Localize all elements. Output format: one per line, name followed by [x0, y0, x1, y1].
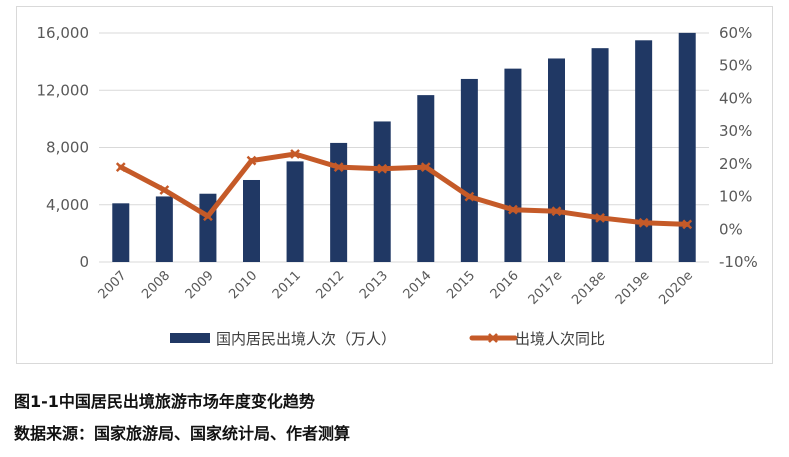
bar [591, 48, 609, 262]
bar [504, 68, 522, 262]
right-tick-label: 60% [719, 24, 752, 42]
line-point [203, 211, 213, 222]
bar [112, 203, 130, 262]
bar [548, 58, 565, 262]
legend-label-bar: 国内居民出境人次（万人） [216, 330, 396, 348]
line-point [508, 204, 518, 215]
left-axis-ticks: 0 4,000 8,000 12,000 16,000 [37, 24, 90, 271]
line-path [118, 151, 690, 227]
chart-frame: 0 4,000 8,000 12,000 16,000 -10% 0% 10% 20% 30% 4… [16, 6, 773, 364]
line-point [682, 219, 693, 230]
x-tick-label: 2014 [401, 268, 435, 302]
right-tick-label: 30% [719, 122, 752, 140]
x-tick-label: 2017e [526, 268, 566, 308]
grid-lines [99, 32, 709, 263]
right-tick-label: -10% [719, 253, 758, 271]
line-point [115, 162, 126, 173]
legend: 国内居民出境人次（万人） 出境人次同比 [170, 330, 605, 348]
bar [330, 142, 348, 262]
left-tick-label: 0 [79, 253, 89, 271]
line-point [159, 185, 170, 195]
bar [243, 179, 260, 262]
right-axis-ticks: -10% 0% 10% 20% 30% 40% 50% 60% [719, 24, 758, 271]
line-point [333, 162, 344, 173]
line-series [115, 149, 693, 230]
x-tick-label: 2016 [488, 268, 522, 302]
bar [373, 121, 391, 262]
bar [199, 193, 217, 262]
right-tick-label: 20% [719, 155, 752, 173]
left-tick-label: 4,000 [46, 196, 89, 214]
x-tick-label: 2018e [569, 268, 609, 308]
right-tick-label: 50% [719, 57, 752, 75]
bar [678, 32, 696, 262]
line-point [464, 191, 475, 202]
x-tick-label: 2010 [226, 268, 260, 302]
right-tick-label: 0% [719, 220, 743, 238]
bar [460, 78, 478, 263]
right-tick-label: 40% [719, 89, 752, 107]
figure-source: 数据来源：国家旅游局、国家统计局、作者测算 [14, 424, 351, 443]
line-point [246, 155, 257, 166]
figure-title: 图1-1中国居民出境旅游市场年度变化趋势 [14, 392, 315, 411]
line-point [290, 149, 300, 159]
left-tick-label: 16,000 [37, 24, 90, 42]
line-point [595, 212, 605, 223]
x-tick-label: 2013 [357, 268, 391, 302]
x-tick-label: 2009 [183, 268, 217, 302]
x-tick-label: 2019e [613, 268, 653, 308]
left-tick-label: 12,000 [37, 81, 90, 99]
line-point [420, 162, 431, 173]
x-tick-label: 2011 [270, 268, 304, 302]
bar [635, 40, 653, 262]
x-axis: 2007 2008 2009 2010 2011 2012 2013 2014 2015 2016… [96, 268, 696, 308]
legend-label-line: 出境人次同比 [515, 330, 605, 348]
bar [286, 161, 304, 262]
bar [155, 196, 173, 262]
bar [417, 95, 435, 263]
x-tick-label: 2020e [656, 268, 696, 308]
line-point [638, 217, 649, 228]
left-tick-label: 8,000 [46, 139, 89, 157]
x-tick-label: 2007 [96, 268, 130, 302]
legend-marker [488, 333, 498, 343]
chart: 0 4,000 8,000 12,000 16,000 -10% 0% 10% 20% 30% 4… [37, 24, 758, 348]
x-tick-label: 2012 [313, 268, 347, 302]
line-point [377, 163, 388, 174]
line-point [551, 206, 562, 217]
legend-swatch-bar [170, 333, 210, 343]
x-tick-label: 2015 [444, 268, 478, 302]
x-tick-label: 2008 [139, 268, 173, 302]
right-tick-label: 10% [719, 188, 752, 206]
